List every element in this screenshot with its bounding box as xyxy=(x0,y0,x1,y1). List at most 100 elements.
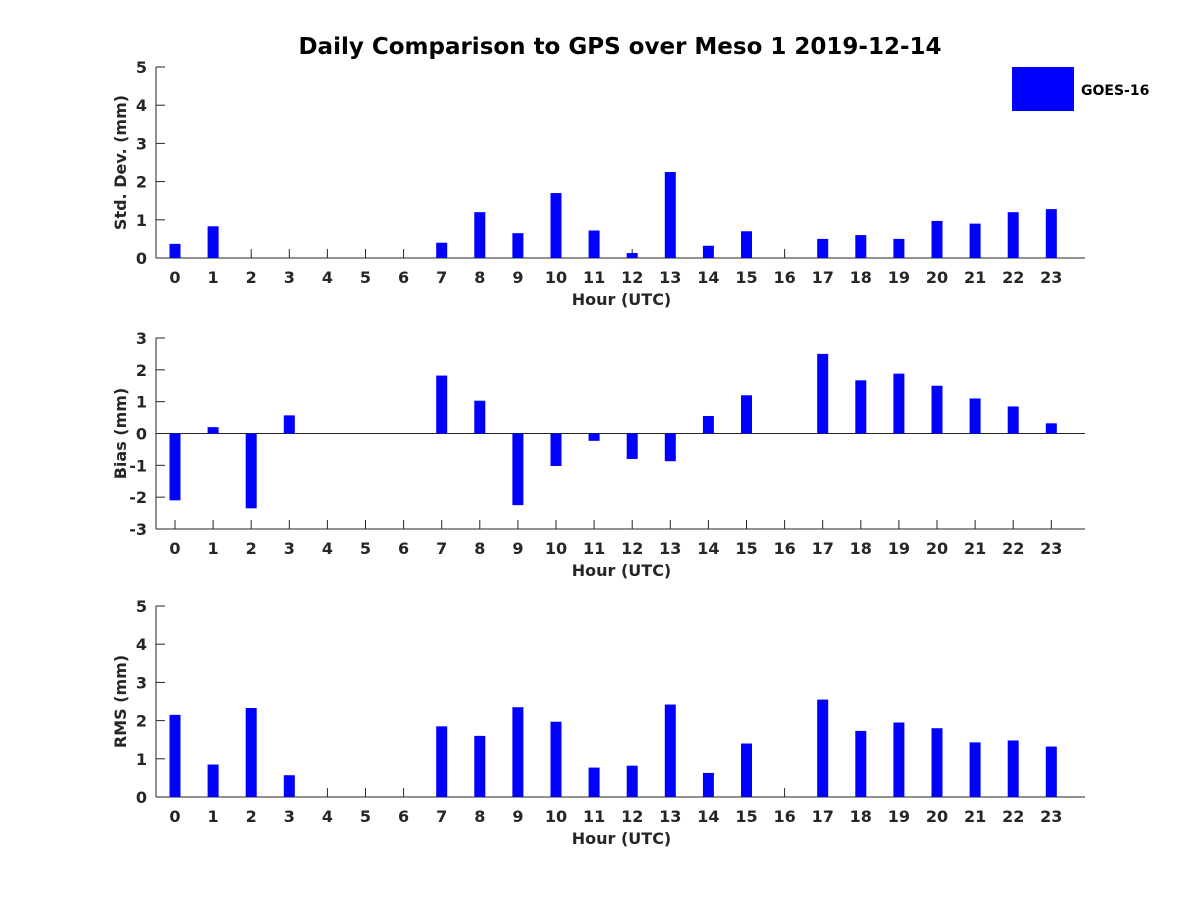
x-tick-label: 2 xyxy=(246,539,257,558)
x-tick-label: 3 xyxy=(284,807,295,826)
bar-hour-18 xyxy=(855,380,867,434)
x-tick-label: 7 xyxy=(436,268,447,287)
bar-hour-13 xyxy=(664,433,676,462)
bar-hour-17 xyxy=(817,699,829,797)
x-tick-label: 11 xyxy=(583,807,605,826)
bar-hour-3 xyxy=(283,775,295,797)
x-tick-label: 0 xyxy=(169,807,180,826)
bar-hour-21 xyxy=(969,742,981,797)
bar-hour-22 xyxy=(1007,406,1019,434)
x-tick-label: 1 xyxy=(208,807,219,826)
x-tick-label: 6 xyxy=(398,807,409,826)
bar-hour-15 xyxy=(741,395,752,434)
bar-hour-2 xyxy=(245,707,257,797)
bar-hour-8 xyxy=(474,212,486,258)
x-tick-label: 10 xyxy=(545,807,567,826)
x-tick-label: 12 xyxy=(621,268,643,287)
y-tick-label: 1 xyxy=(136,211,147,230)
bar-hour-18 xyxy=(855,730,867,797)
x-tick-label: 13 xyxy=(659,807,681,826)
bar-hour-18 xyxy=(855,235,867,258)
x-tick-label: 8 xyxy=(474,268,485,287)
bar-hour-11 xyxy=(588,433,600,441)
bar-hour-7 xyxy=(436,726,448,797)
bar-hour-11 xyxy=(588,230,600,258)
y-tick-label: 1 xyxy=(136,393,147,412)
x-tick-label: 19 xyxy=(888,807,910,826)
y-tick-label: 0 xyxy=(136,425,147,444)
x-tick-label: 8 xyxy=(474,539,485,558)
bar-hour-20 xyxy=(931,385,943,434)
x-tick-label: 10 xyxy=(545,268,567,287)
x-tick-label: 22 xyxy=(1002,268,1024,287)
bar-hour-11 xyxy=(588,767,600,797)
y-tick-label: 0 xyxy=(136,788,147,807)
bar-hour-12 xyxy=(626,433,638,459)
x-tick-label: 23 xyxy=(1040,268,1062,287)
bar-hour-21 xyxy=(969,223,981,258)
x-tick-label: 8 xyxy=(474,807,485,826)
x-tick-label: 4 xyxy=(322,268,333,287)
x-tick-label: 19 xyxy=(888,539,910,558)
bar-hour-1 xyxy=(207,427,219,434)
y-tick-label: 4 xyxy=(136,96,147,115)
x-tick-label: 16 xyxy=(773,539,795,558)
x-tick-label: 5 xyxy=(360,807,371,826)
x-tick-label: 2 xyxy=(246,268,257,287)
bar-hour-3 xyxy=(283,415,295,434)
bar-hour-7 xyxy=(436,242,448,258)
y-tick-label: 2 xyxy=(136,712,147,731)
bar-hour-9 xyxy=(512,707,524,797)
x-tick-label: 23 xyxy=(1040,539,1062,558)
bar-hour-19 xyxy=(893,238,905,258)
x-tick-label: 22 xyxy=(1002,807,1024,826)
x-tick-label: 20 xyxy=(926,807,948,826)
x-axis-label: Hour (UTC) xyxy=(572,829,672,848)
y-tick-label: 3 xyxy=(136,134,147,153)
bar-hour-20 xyxy=(931,728,943,797)
x-tick-label: 17 xyxy=(812,539,834,558)
y-tick-label: -1 xyxy=(129,456,147,475)
x-tick-label: 0 xyxy=(169,539,180,558)
x-tick-label: 15 xyxy=(735,539,757,558)
x-tick-label: 14 xyxy=(697,539,719,558)
y-axis-label: Bias (mm) xyxy=(111,388,130,480)
bar-hour-15 xyxy=(741,231,752,258)
bar-hour-8 xyxy=(474,735,486,797)
x-tick-label: 11 xyxy=(583,268,605,287)
legend-swatch-goes-16 xyxy=(1012,67,1074,111)
x-tick-label: 14 xyxy=(697,268,719,287)
x-tick-label: 19 xyxy=(888,268,910,287)
x-tick-label: 5 xyxy=(360,539,371,558)
y-tick-label: 1 xyxy=(136,750,147,769)
x-tick-label: 4 xyxy=(322,807,333,826)
legend-label-goes-16: GOES-16 xyxy=(1081,83,1149,99)
bar-hour-23 xyxy=(1045,746,1057,797)
bar-hour-1 xyxy=(207,764,219,797)
x-tick-label: 7 xyxy=(436,539,447,558)
bar-hour-12 xyxy=(626,253,638,258)
x-tick-label: 15 xyxy=(735,807,757,826)
chart-title: Daily Comparison to GPS over Meso 1 2019… xyxy=(298,34,941,60)
x-tick-label: 2 xyxy=(246,807,257,826)
x-tick-label: 6 xyxy=(398,268,409,287)
x-tick-label: 14 xyxy=(697,807,719,826)
x-tick-label: 18 xyxy=(850,539,872,558)
x-tick-label: 5 xyxy=(360,268,371,287)
x-tick-label: 13 xyxy=(659,539,681,558)
x-axis-label: Hour (UTC) xyxy=(572,290,672,309)
legend: GOES-16 xyxy=(1012,67,1149,111)
x-tick-label: 9 xyxy=(512,807,523,826)
x-tick-label: 9 xyxy=(512,268,523,287)
x-tick-label: 13 xyxy=(659,268,681,287)
x-tick-label: 17 xyxy=(812,807,834,826)
x-tick-label: 10 xyxy=(545,539,567,558)
bar-hour-10 xyxy=(550,433,562,466)
bar-hour-0 xyxy=(169,714,181,797)
x-tick-label: 21 xyxy=(964,807,986,826)
x-tick-label: 15 xyxy=(735,268,757,287)
bar-hour-19 xyxy=(893,373,905,434)
